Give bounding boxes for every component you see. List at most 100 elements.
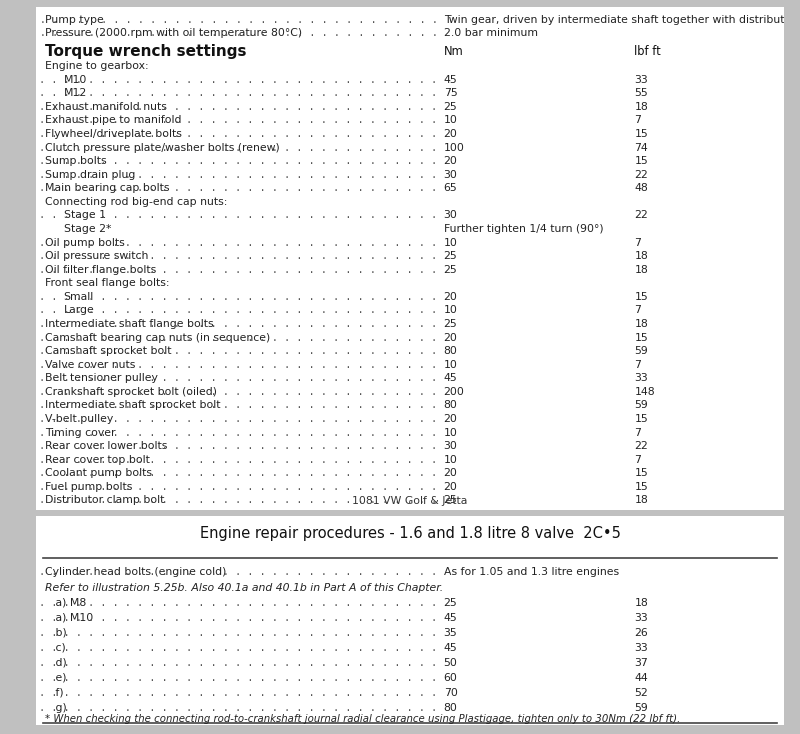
Text: . . . . . . . . . . . . . . . . . . . . . . . . . . . . . . . . . . . . . . . . : . . . . . . . . . . . . . . . . . . . . … xyxy=(0,75,438,84)
Text: 7: 7 xyxy=(634,428,642,437)
Text: 20: 20 xyxy=(444,129,458,139)
Text: . . . . . . . . . . . . . . . . . . . . . . . . . . . . . . . . . . . . . . . . : . . . . . . . . . . . . . . . . . . . . … xyxy=(0,346,438,356)
Text: 55: 55 xyxy=(634,88,648,98)
Text: . . . . . . . . . . . . . . . . . . . . . . . . . . . . . . . . . . . . . . . . : . . . . . . . . . . . . . . . . . . . . … xyxy=(0,673,438,683)
Text: 15: 15 xyxy=(634,414,648,424)
Text: . . . . . . . . . . . . . . . . . . . . . . . . . . . . . . . . . . . . . . . . : . . . . . . . . . . . . . . . . . . . . … xyxy=(0,102,438,112)
Text: Further tighten 1/4 turn (90°): Further tighten 1/4 turn (90°) xyxy=(444,224,603,234)
Text: a) M8: a) M8 xyxy=(45,597,86,608)
Text: 7: 7 xyxy=(634,238,642,247)
Text: . . . . . . . . . . . . . . . . . . . . . . . . . . . . . . . . . . . . . . . . : . . . . . . . . . . . . . . . . . . . . … xyxy=(0,428,438,437)
Text: . . . . . . . . . . . . . . . . . . . . . . . . . . . . . . . . . . . . . . . . : . . . . . . . . . . . . . . . . . . . . … xyxy=(0,170,438,180)
Text: Connecting rod big-end cap nuts:: Connecting rod big-end cap nuts: xyxy=(45,197,227,207)
Text: Sump drain plug: Sump drain plug xyxy=(45,170,135,180)
Text: . . . . . . . . . . . . . . . . . . . . . . . . . . . . . . . . . . . . . . . . : . . . . . . . . . . . . . . . . . . . . … xyxy=(0,414,438,424)
Text: Twin gear, driven by intermediate shaft together with distributor: Twin gear, driven by intermediate shaft … xyxy=(444,15,795,25)
Text: 7: 7 xyxy=(634,360,642,370)
Text: . . . . . . . . . . . . . . . . . . . . . . . . . . . . . . . . . . . . . . . . : . . . . . . . . . . . . . . . . . . . . … xyxy=(0,401,438,410)
Text: . . . . . . . . . . . . . . . . . . . . . . . . . . . . . . . . . . . . . . . . : . . . . . . . . . . . . . . . . . . . . … xyxy=(0,156,438,166)
Text: . . . . . . . . . . . . . . . . . . . . . . . . . . . . . . . . . . . . . . . . : . . . . . . . . . . . . . . . . . . . . … xyxy=(0,129,438,139)
Text: . . . . . . . . . . . . . . . . . . . . . . . . . . . . . . . . . . . . . . . . : . . . . . . . . . . . . . . . . . . . . … xyxy=(0,238,438,247)
Text: a) M10: a) M10 xyxy=(45,613,94,622)
Text: 10: 10 xyxy=(444,305,458,316)
Text: 70: 70 xyxy=(444,688,458,698)
Text: f): f) xyxy=(45,688,64,698)
Text: 65: 65 xyxy=(444,184,458,193)
Text: 18: 18 xyxy=(634,265,648,275)
Text: 45: 45 xyxy=(444,613,458,622)
Text: . . . . . . . . . . . . . . . . . . . . . . . . . . . . . . . . . . . . . . . . : . . . . . . . . . . . . . . . . . . . . … xyxy=(0,305,438,316)
Text: . . . . . . . . . . . . . . . . . . . . . . . . . . . . . . . . . . . . . . . . : . . . . . . . . . . . . . . . . . . . . … xyxy=(0,184,438,193)
Text: 7: 7 xyxy=(634,115,642,126)
Text: Distributor clamp bolt: Distributor clamp bolt xyxy=(45,495,164,506)
Text: Coolant pump bolts: Coolant pump bolts xyxy=(45,468,152,479)
Text: 2.0 bar minimum: 2.0 bar minimum xyxy=(444,29,538,38)
Text: Exhaust manifold nuts: Exhaust manifold nuts xyxy=(45,102,167,112)
Text: Clutch pressure plate/washer bolts (renew): Clutch pressure plate/washer bolts (rene… xyxy=(45,142,280,153)
Text: d): d) xyxy=(45,658,66,668)
Text: Rear cover top bolt: Rear cover top bolt xyxy=(45,455,150,465)
Text: M10: M10 xyxy=(64,75,87,84)
Text: . . . . . . . . . . . . . . . . . . . . . . . . . . . . . . . . . . . . . . . . : . . . . . . . . . . . . . . . . . . . . … xyxy=(0,115,438,126)
Text: . . . . . . . . . . . . . . . . . . . . . . . . . . . . . . . . . . . . . . . . : . . . . . . . . . . . . . . . . . . . . … xyxy=(0,292,438,302)
Text: 25: 25 xyxy=(444,319,458,329)
Text: 10: 10 xyxy=(444,115,458,126)
Text: 25: 25 xyxy=(444,495,458,506)
Text: 52: 52 xyxy=(634,688,648,698)
Text: 33: 33 xyxy=(634,643,648,653)
Text: Belt tensioner pulley: Belt tensioner pulley xyxy=(45,374,158,383)
Text: Sump bolts: Sump bolts xyxy=(45,156,106,166)
Text: 25: 25 xyxy=(444,102,458,112)
Text: 33: 33 xyxy=(634,374,648,383)
Text: . . . . . . . . . . . . . . . . . . . . . . . . . . . . . . . . . . . . . . . . : . . . . . . . . . . . . . . . . . . . . … xyxy=(0,387,438,397)
Text: . . . . . . . . . . . . . . . . . . . . . . . . . . . . . . . . . . . . . . . . : . . . . . . . . . . . . . . . . . . . . … xyxy=(0,142,438,153)
FancyBboxPatch shape xyxy=(36,7,784,510)
Text: lbf ft: lbf ft xyxy=(634,45,661,58)
Text: 44: 44 xyxy=(634,673,648,683)
Text: . . . . . . . . . . . . . . . . . . . . . . . . . . . . . . . . . . . . . . . . : . . . . . . . . . . . . . . . . . . . . … xyxy=(0,628,438,638)
Text: . . . . . . . . . . . . . . . . . . . . . . . . . . . . . . . . . . . . . . . . : . . . . . . . . . . . . . . . . . . . . … xyxy=(0,613,438,622)
Text: Front seal flange bolts:: Front seal flange bolts: xyxy=(45,278,170,288)
Text: 15: 15 xyxy=(634,482,648,492)
Text: . . . . . . . . . . . . . . . . . . . . . . . . . . . . . . . . . . . . . . . . : . . . . . . . . . . . . . . . . . . . . … xyxy=(0,441,438,451)
Text: 80: 80 xyxy=(444,346,458,356)
Text: 7: 7 xyxy=(634,305,642,316)
Text: Large: Large xyxy=(64,305,94,316)
Text: 45: 45 xyxy=(444,374,458,383)
Text: 15: 15 xyxy=(634,333,648,343)
Text: . . . . . . . . . . . . . . . . . . . . . . . . . . . . . . . . . . . . . . . . : . . . . . . . . . . . . . . . . . . . . … xyxy=(0,251,438,261)
Text: . . . . . . . . . . . . . . . . . . . . . . . . . . . . . . . . . . . . . . . . : . . . . . . . . . . . . . . . . . . . . … xyxy=(0,567,438,578)
Text: Oil pressure switch: Oil pressure switch xyxy=(45,251,148,261)
Text: 26: 26 xyxy=(634,628,648,638)
Text: 10: 10 xyxy=(444,455,458,465)
Text: . . . . . . . . . . . . . . . . . . . . . . . . . . . . . . . . . . . . . . . . : . . . . . . . . . . . . . . . . . . . . … xyxy=(0,688,438,698)
Text: 20: 20 xyxy=(444,468,458,479)
Text: Pressure (2000 rpm with oil temperature 80°C): Pressure (2000 rpm with oil temperature … xyxy=(45,29,302,38)
Text: Engine to gearbox:: Engine to gearbox: xyxy=(45,61,149,71)
Text: . . . . . . . . . . . . . . . . . . . . . . . . . . . . . . . . . . . . . . . . : . . . . . . . . . . . . . . . . . . . . … xyxy=(0,658,438,668)
Text: Flywheel/driveplate bolts: Flywheel/driveplate bolts xyxy=(45,129,182,139)
Text: 15: 15 xyxy=(634,156,648,166)
Text: . . . . . . . . . . . . . . . . . . . . . . . . . . . . . . . . . . . . . . . . : . . . . . . . . . . . . . . . . . . . . … xyxy=(0,319,438,329)
Text: . . . . . . . . . . . . . . . . . . . . . . . . . . . . . . . . . . . . . . . . : . . . . . . . . . . . . . . . . . . . . … xyxy=(0,374,438,383)
Text: . . . . . . . . . . . . . . . . . . . . . . . . . . . . . . . . . . . . . . . . : . . . . . . . . . . . . . . . . . . . . … xyxy=(0,643,438,653)
Text: 80: 80 xyxy=(444,703,458,713)
Text: g): g) xyxy=(45,703,66,713)
Text: Stage 2*: Stage 2* xyxy=(64,224,111,234)
Text: Rear cover lower bolts: Rear cover lower bolts xyxy=(45,441,167,451)
Text: . . . . . . . . . . . . . . . . . . . . . . . . . . . . . . . . . . . . . . . . : . . . . . . . . . . . . . . . . . . . . … xyxy=(0,495,438,506)
Text: 30: 30 xyxy=(444,170,458,180)
Text: 59: 59 xyxy=(634,346,648,356)
Text: 10: 10 xyxy=(444,428,458,437)
Text: Pump type: Pump type xyxy=(45,15,104,25)
Text: Crankshaft sprocket bolt (oiled): Crankshaft sprocket bolt (oiled) xyxy=(45,387,217,397)
Text: . . . . . . . . . . . . . . . . . . . . . . . . . . . . . . . . . . . . . . . . : . . . . . . . . . . . . . . . . . . . . … xyxy=(0,455,438,465)
Text: 18: 18 xyxy=(634,251,648,261)
Text: Oil filter flange bolts: Oil filter flange bolts xyxy=(45,265,156,275)
Text: * When checking the connecting rod-to-crankshaft journal radial clearance using : * When checking the connecting rod-to-cr… xyxy=(45,713,680,724)
Text: 59: 59 xyxy=(634,401,648,410)
Text: 25: 25 xyxy=(444,251,458,261)
Text: Fuel pump bolts: Fuel pump bolts xyxy=(45,482,132,492)
Text: . . . . . . . . . . . . . . . . . . . . . . . . . . . . . . . . . . . . . . . . : . . . . . . . . . . . . . . . . . . . . … xyxy=(0,333,438,343)
Text: 50: 50 xyxy=(444,658,458,668)
